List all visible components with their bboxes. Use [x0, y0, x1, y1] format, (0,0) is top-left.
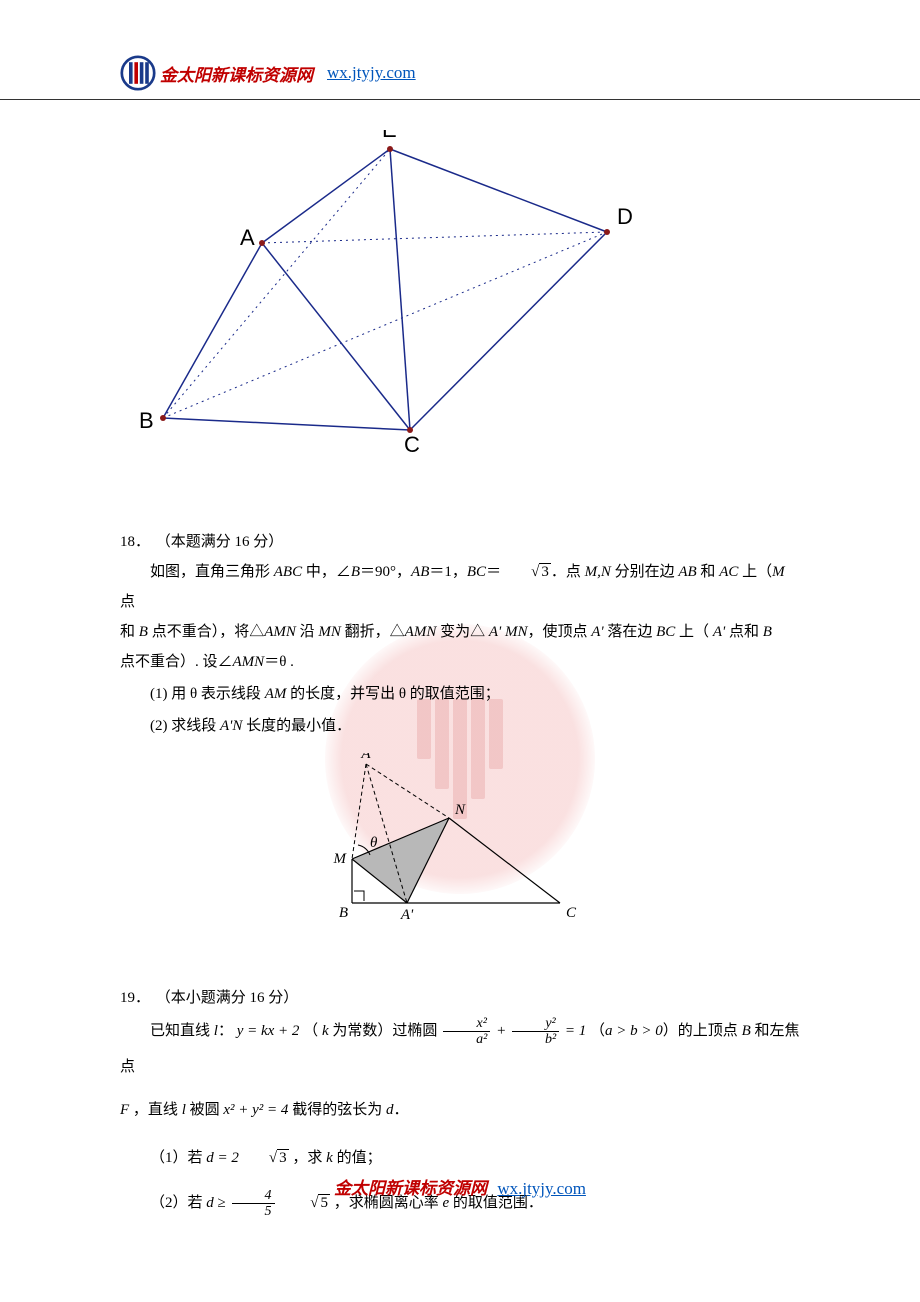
q19-t: 被圆 [186, 1102, 224, 1118]
svg-text:θ: θ [370, 835, 378, 851]
svg-text:A: A [360, 753, 371, 762]
q18-t: 如图，直角三角形 [150, 564, 274, 580]
frac-y2b2: y²b² [512, 1016, 559, 1048]
q18-amn2: AMN [405, 624, 437, 640]
svg-text:B: B [339, 905, 348, 921]
q19-p1: （1）若 [150, 1150, 206, 1166]
q18-t: 落在边 [604, 624, 657, 640]
q18-t: ＝1， [429, 564, 467, 580]
q18-t: 和 [120, 624, 139, 640]
svg-text:E: E [382, 130, 397, 142]
q19-t: ． [393, 1102, 408, 1118]
footer-text: 金太阳新课标资源网 [334, 1179, 487, 1198]
q19-t: （ [590, 1023, 605, 1039]
q18-t: ＝ [486, 564, 501, 580]
q18-abc: ABC [274, 564, 302, 580]
q18-t: 上（ [675, 624, 713, 640]
q18-t: 和 [697, 564, 720, 580]
q18-ap: A' [591, 624, 603, 640]
q18-t: ，使顶点 [527, 624, 591, 640]
q18-am: AM [265, 686, 287, 702]
q19-score: （本小题满分 16 分） [156, 990, 299, 1006]
logo-icon [120, 55, 156, 91]
figure-18-triangle: θ A N M B A' C [330, 753, 590, 923]
q18-t: 沿 [296, 624, 319, 640]
q18-apmn: A' MN [489, 624, 528, 640]
q18-t: 中，∠ [302, 564, 351, 580]
q18-t: 点和 [725, 624, 763, 640]
svg-text:B: B [139, 408, 154, 433]
q18-m: M [772, 564, 785, 580]
q19-circle: x² + y² = 4 [223, 1102, 288, 1118]
q18-p1: (1) 用 θ 表示线段 [150, 686, 265, 702]
q19-eq: y = kx + 2 [237, 1023, 300, 1039]
q18-an: A'N [220, 718, 242, 734]
q19-B: B [742, 1023, 751, 1039]
q18-amn3: AMN [233, 654, 265, 670]
svg-text:D: D [617, 204, 633, 229]
q18-b: B [351, 564, 360, 580]
q19-t: ，直线 [129, 1102, 182, 1118]
q18-t: ＝90°， [360, 564, 411, 580]
q18-mn2: MN [318, 624, 341, 640]
q19-eq1: = 1 [565, 1023, 586, 1039]
q19-F: F [120, 1102, 129, 1118]
q19-t: ： [218, 1023, 233, 1039]
svg-text:N: N [454, 802, 466, 818]
q19-t: ，求 [289, 1150, 327, 1166]
q18-t: 分别在边 [611, 564, 679, 580]
q19-k: k [322, 1023, 329, 1039]
q18-t: ．点 [551, 564, 585, 580]
footer-url[interactable]: wx.jtyjy.com [497, 1179, 586, 1198]
q18-p2: (2) 求线段 [150, 718, 220, 734]
q18-b2: B [139, 624, 148, 640]
q19-p1k: k [326, 1150, 333, 1166]
sqrt-3: √3 [501, 557, 551, 587]
svg-text:C: C [404, 432, 420, 457]
q19-t: 截得的弦长为 [288, 1102, 386, 1118]
q18-p2b: 长度的最小值． [242, 718, 351, 734]
logo: 金太阳新课标资源网 [120, 55, 313, 91]
q18-ac: AC [719, 564, 738, 580]
q19-cond: a > b > 0 [605, 1023, 663, 1039]
q18-t: 点不重合）. 设∠ [120, 654, 233, 670]
q18-t: 变为△ [436, 624, 489, 640]
logo-text: 金太阳新课标资源网 [160, 61, 313, 86]
q18-p1b: 的长度，并写出 θ 的取值范围； [286, 686, 499, 702]
q18-t: 翻折，△ [341, 624, 405, 640]
q18-ab2: AB [678, 564, 696, 580]
q18-t: 点不重合），将△ [148, 624, 264, 640]
q19-t: 为常数）过椭圆 [329, 1023, 438, 1039]
frac-x2a2: x²a² [443, 1016, 490, 1048]
q18-amn: AMN [264, 624, 296, 640]
q19-t: 的值； [333, 1150, 382, 1166]
q18-t: 点 [120, 594, 135, 610]
svg-text:A': A' [400, 907, 414, 923]
q19-t: （ [303, 1023, 322, 1039]
q19-number: 19． [120, 990, 150, 1006]
question-18: 18． （本题满分 16 分） 如图，直角三角形 ABC 中，∠B＝90°，AB… [120, 527, 800, 741]
page-header: 金太阳新课标资源网 wx.jtyjy.com [0, 0, 920, 100]
q19-t: ）的上顶点 [663, 1023, 742, 1039]
svg-text:A: A [240, 225, 255, 250]
q18-b3: B [763, 624, 772, 640]
q18-ab: AB [411, 564, 429, 580]
q18-bc: BC [467, 564, 486, 580]
q19-p1eq: d = 2 [206, 1150, 239, 1166]
page-footer: 金太阳新课标资源网 wx.jtyjy.com [0, 1174, 920, 1199]
svg-text:C: C [566, 905, 577, 921]
header-url[interactable]: wx.jtyjy.com [327, 63, 416, 83]
q18-number: 18． [120, 534, 150, 550]
q18-ap2: A' [713, 624, 725, 640]
figure-17-polyhedron: A B C D E [125, 130, 645, 460]
q18-mn: M,N [585, 564, 611, 580]
q19-plus: + [496, 1023, 506, 1039]
sqrt-3b: √3 [239, 1143, 289, 1173]
q18-t: ＝θ . [264, 654, 294, 670]
q18-score: （本题满分 16 分） [156, 534, 284, 550]
q18-t: 上（ [738, 564, 772, 580]
q18-bc2: BC [656, 624, 675, 640]
q19-t: 已知直线 [150, 1023, 214, 1039]
svg-text:M: M [333, 851, 348, 867]
